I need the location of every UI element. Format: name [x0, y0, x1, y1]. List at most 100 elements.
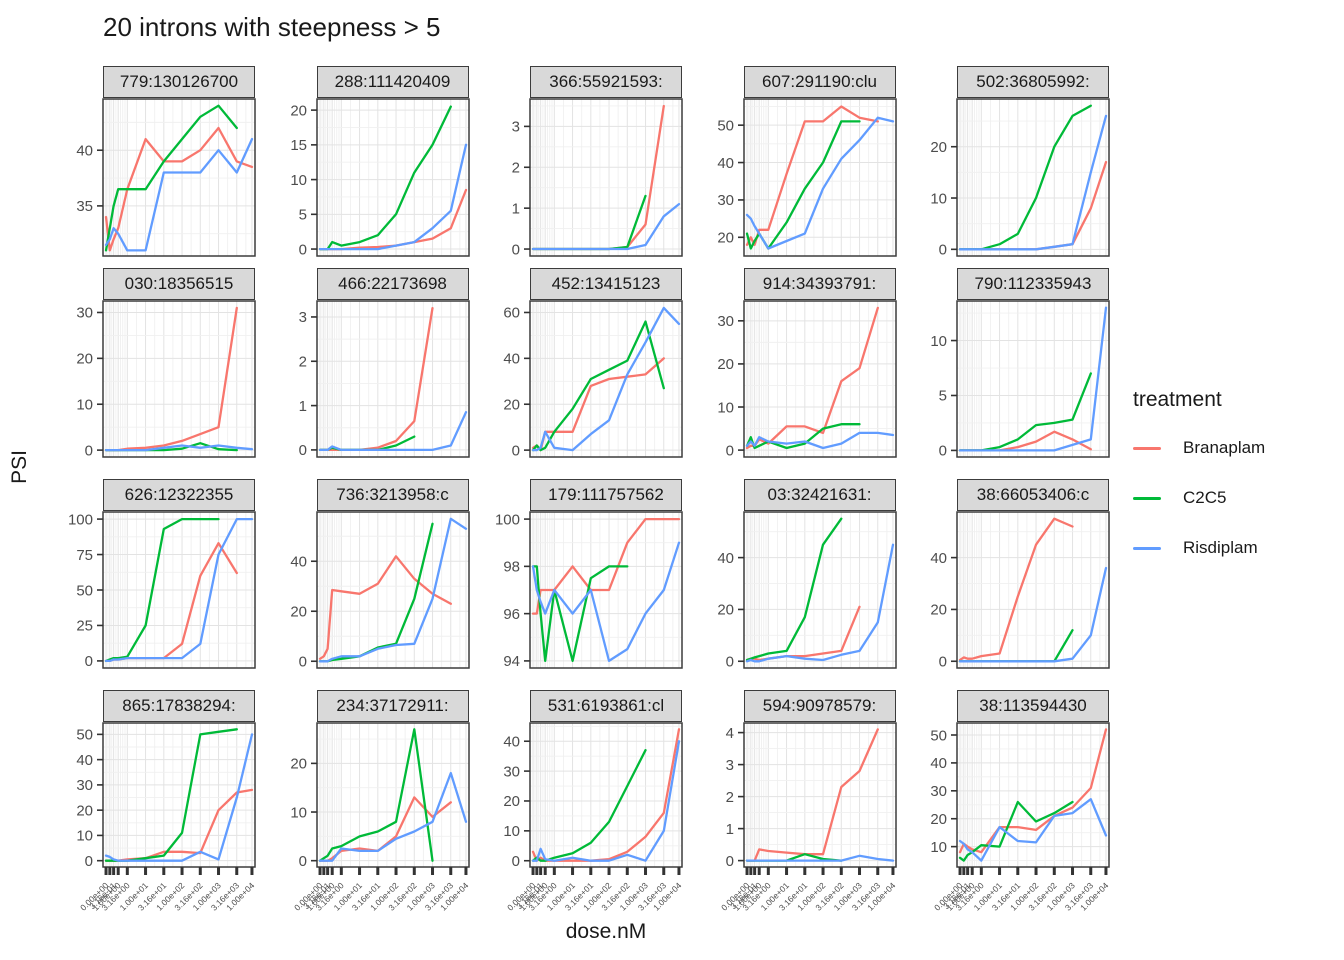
svg-text:30: 30: [717, 192, 734, 209]
facet-5: 502:36805992: 0 10 20: [905, 66, 1115, 267]
y-axis-title: PSI: [8, 450, 31, 484]
svg-text:20: 20: [717, 230, 734, 247]
facet-chart: 0 10 20 30: [76, 300, 256, 459]
facet-16: 865:17838294: 0 10 20 30 40 50 0.00e+00 3.16e-01…: [51, 690, 261, 946]
facet-10: 790:112335943 0 5 10: [905, 268, 1115, 468]
facet-strip-label: 779:130126700: [103, 66, 255, 98]
svg-text:0: 0: [85, 442, 93, 459]
svg-text:30: 30: [930, 783, 947, 800]
svg-text:20: 20: [930, 602, 947, 619]
facet-strip-label: 288:111420409: [316, 66, 469, 98]
legend-label-risdiplam: Risdiplam: [1183, 538, 1258, 557]
facet-strip-label: 790:112335943: [957, 268, 1109, 300]
svg-text:0: 0: [939, 654, 947, 671]
svg-text:3: 3: [725, 757, 733, 774]
svg-text:98: 98: [503, 559, 520, 576]
svg-text:0: 0: [512, 241, 520, 258]
facet-9: 914:34393791: 0 10 20 30: [692, 268, 902, 468]
facet-11: 626:12322355 0 25 50 75 100: [51, 479, 261, 679]
svg-text:15: 15: [290, 137, 307, 154]
line-risdiplam: [531, 306, 681, 452]
line-c2c5: [104, 517, 220, 663]
facet-chart: 0 1 2 3: [298, 300, 470, 459]
svg-text:20: 20: [290, 756, 307, 773]
svg-text:20: 20: [717, 602, 734, 619]
facet-strip-label: 452:13415123: [530, 268, 682, 300]
line-risdiplam: [958, 798, 1108, 862]
line-c2c5: [104, 104, 238, 252]
svg-text:50: 50: [930, 727, 947, 744]
legend-entry-risdiplam: Risdiplam: [1133, 538, 1338, 558]
risdiplam-line-key-icon: [1133, 546, 1161, 550]
svg-text:25: 25: [76, 618, 93, 635]
svg-text:3: 3: [298, 309, 306, 326]
line-risdiplam: [318, 517, 467, 663]
facet-chart: 20 30 40 50: [717, 98, 897, 257]
facet-20: 38:113594430 10 20 30 40 50 0.00e+00 3.16e-01 1.…: [905, 690, 1115, 946]
facet-19: 594:90978579: 0 1 2 3 4 0.00e+00 3.16e-01 1.00e+…: [692, 690, 902, 946]
legend-label-branaplam: Branaplam: [1183, 438, 1266, 457]
facet-strip-label: 502:36805992:: [957, 66, 1109, 98]
svg-text:2: 2: [298, 354, 306, 371]
facet-chart: 0 25 50 75 100: [68, 511, 256, 670]
line-branaplam: [318, 555, 452, 660]
svg-text:0: 0: [85, 653, 93, 670]
line-risdiplam: [318, 143, 467, 251]
svg-text:20: 20: [76, 351, 93, 368]
line-risdiplam: [958, 306, 1108, 452]
svg-text:0: 0: [725, 853, 733, 870]
svg-text:100: 100: [495, 511, 520, 528]
svg-text:40: 40: [503, 351, 520, 368]
svg-text:0: 0: [725, 442, 733, 459]
facet-13: 179:111757562 94 96 98 100: [478, 479, 688, 679]
line-risdiplam: [531, 740, 681, 862]
svg-text:94: 94: [503, 653, 520, 670]
facet-strip-label: 179:111757562: [530, 479, 682, 511]
svg-text:0: 0: [298, 654, 306, 671]
svg-text:1: 1: [512, 200, 520, 217]
facet-chart: 0 1 2 3: [512, 98, 683, 258]
svg-text:0: 0: [939, 242, 947, 259]
svg-text:10: 10: [930, 839, 947, 856]
svg-text:30: 30: [503, 763, 520, 780]
svg-text:0: 0: [298, 241, 306, 258]
line-risdiplam: [958, 114, 1108, 251]
facet-chart: 012340.00e+003.16e-011.00e+003.16e+001.0…: [719, 722, 897, 913]
svg-text:0: 0: [85, 853, 93, 870]
facet-strip-label: 466:22173698: [316, 268, 469, 300]
facet-strip-label: 030:18356515: [103, 268, 255, 300]
svg-text:40: 40: [503, 733, 520, 750]
facet-7: 466:22173698 0 1 2 3: [265, 268, 475, 468]
svg-text:40: 40: [76, 142, 93, 159]
facet-strip-label: 594:90978579:: [743, 690, 896, 722]
facet-chart: 94 96 98 100: [495, 511, 683, 670]
svg-text:40: 40: [717, 155, 734, 172]
legend-entry-branaplam: Branaplam: [1133, 438, 1338, 458]
svg-text:20: 20: [290, 604, 307, 621]
svg-text:60: 60: [503, 305, 520, 322]
c2c5-line-key-icon: [1133, 496, 1161, 500]
svg-text:2: 2: [725, 789, 733, 806]
svg-text:40: 40: [930, 550, 947, 567]
svg-text:96: 96: [503, 606, 520, 623]
line-risdiplam: [958, 566, 1108, 663]
branaplam-line-key-icon: [1133, 446, 1161, 450]
facet-chart: 0102030400.00e+003.16e-011.00e+003.16e+0…: [503, 722, 684, 913]
facet-15: 38:66053406:c 0 20 40: [905, 479, 1115, 679]
svg-text:20: 20: [930, 811, 947, 828]
facet-chart: 35 40: [76, 98, 256, 257]
line-c2c5: [745, 517, 842, 662]
line-risdiplam: [745, 543, 894, 663]
line-risdiplam: [104, 444, 254, 452]
facet-chart: 010200.00e+003.16e-011.00e+003.16e+001.0…: [290, 722, 470, 913]
legend-entry-c2c5: C2C5: [1133, 488, 1338, 508]
svg-text:5: 5: [298, 207, 306, 224]
line-c2c5: [745, 120, 861, 250]
line-c2c5: [531, 749, 647, 862]
line-risdiplam: [531, 202, 681, 251]
line-risdiplam: [318, 771, 467, 862]
facet-strip-label: 736:3213958:c: [316, 479, 469, 511]
svg-text:10: 10: [76, 828, 93, 845]
svg-text:0: 0: [512, 442, 520, 459]
svg-text:30: 30: [717, 313, 734, 330]
